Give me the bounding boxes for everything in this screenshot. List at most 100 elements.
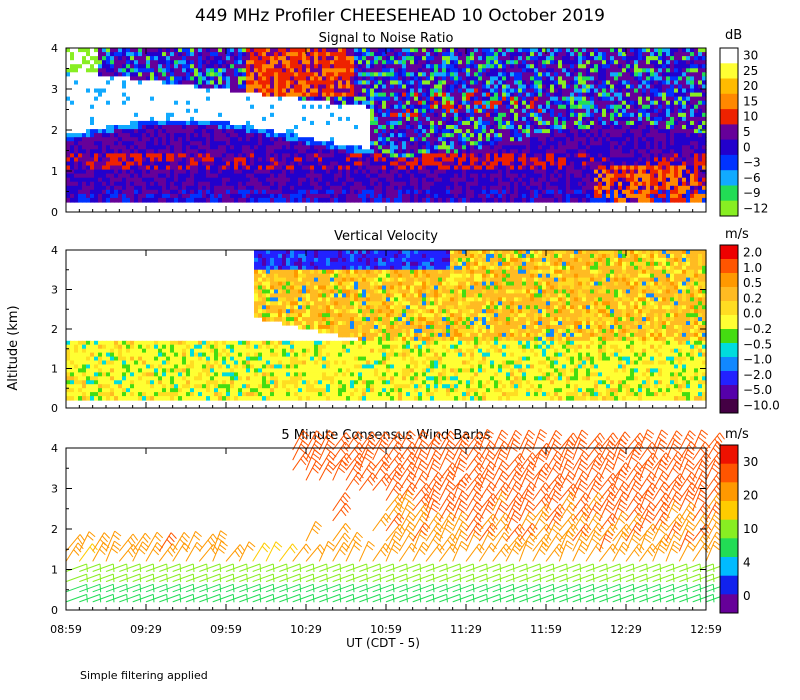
colorbar-label: 0: [743, 589, 751, 603]
wind-barb: [612, 573, 635, 583]
wind-barb: [398, 461, 418, 481]
colorbar-swatch: [720, 245, 738, 260]
colorbar-swatch: [720, 575, 738, 595]
wind-barb: [492, 543, 512, 562]
colorbar-swatch: [720, 273, 738, 288]
wind-barb: [652, 573, 675, 583]
colorbar-label: −9: [743, 186, 761, 200]
wind-barb: [665, 480, 683, 501]
wind-barb: [505, 462, 525, 481]
wind-barb: [345, 573, 368, 583]
wind-barb: [652, 583, 675, 593]
wind-barb: [358, 431, 378, 451]
wind-barb: [359, 583, 382, 593]
x-tick-label: 09:59: [210, 623, 242, 636]
y-tick-label: 3: [51, 83, 58, 96]
wind-barb: [585, 563, 608, 573]
wind-barb: [105, 593, 128, 603]
x-tick-label: 10:29: [290, 623, 322, 636]
wind-barb: [358, 440, 376, 461]
wind-barb: [545, 473, 566, 491]
wind-barb: [585, 432, 606, 451]
colorbar-label: 20: [743, 488, 758, 502]
wind-barb: [452, 521, 469, 542]
wind-barb: [265, 583, 288, 593]
wind-barb: [572, 459, 589, 481]
wind-barb: [132, 583, 155, 593]
wind-barb: [679, 573, 702, 583]
wind-barb: [399, 563, 422, 573]
wind-barb: [385, 573, 408, 583]
plot-area-snr: [66, 48, 707, 212]
colorbar-swatch: [720, 185, 738, 202]
wind-barb: [159, 593, 182, 603]
wind-barb: [545, 563, 568, 573]
wind-barb: [385, 431, 404, 451]
wind-barb: [639, 593, 662, 603]
wind-barb: [505, 563, 528, 573]
wind-barb: [332, 492, 351, 512]
colorbar-swatch: [720, 170, 738, 186]
wind-barb: [185, 563, 208, 573]
colorbar-label: −0.5: [743, 337, 772, 351]
wind-barb: [625, 521, 644, 542]
wind-barb: [665, 583, 688, 593]
wind-barb: [625, 461, 644, 481]
wind-barb: [585, 593, 608, 603]
wind-barb: [425, 512, 444, 532]
wind-barb: [239, 573, 262, 583]
colorbar-swatch: [720, 399, 738, 414]
wind-barb: [425, 583, 448, 593]
colorbar-label: −5.0: [743, 383, 772, 397]
wind-barb: [465, 593, 488, 603]
wind-barb: [305, 583, 328, 593]
wind-barb: [412, 593, 435, 603]
colorbar-label: 30: [743, 49, 758, 63]
wind-barb: [652, 563, 675, 573]
wind-barb: [465, 431, 485, 451]
wind-barb: [599, 563, 622, 573]
wind-barb: [692, 532, 711, 552]
wind-barb: [465, 462, 485, 481]
wind-barb: [132, 541, 149, 562]
y-tick-label: 0: [51, 604, 58, 617]
colorbar-swatch: [720, 538, 738, 558]
y-tick-label: 2: [51, 523, 58, 536]
wind-barb: [612, 431, 631, 451]
wind-barb: [132, 563, 155, 573]
wind-barb: [438, 430, 457, 451]
wind-barb: [505, 583, 528, 593]
colorbar-swatch: [720, 124, 738, 141]
wind-barb: [238, 541, 256, 562]
wind-barb: [505, 429, 523, 451]
x-tick-label: 11:29: [450, 623, 482, 636]
wind-barb: [532, 583, 555, 593]
colorbar-swatch: [720, 315, 738, 330]
colorbar-frame: [719, 244, 739, 414]
wind-barb: [412, 459, 429, 481]
footnote: Simple filtering applied: [80, 669, 208, 682]
wind-barb: [105, 530, 122, 552]
wind-barb: [572, 563, 595, 573]
wind-barb: [439, 583, 462, 593]
colorbar-label: 0: [743, 140, 751, 154]
wind-barb: [479, 593, 502, 603]
wind-barb: [118, 533, 139, 552]
colorbar-swatch: [720, 519, 738, 539]
vv-field: [66, 250, 707, 401]
colorbar-label: −3: [743, 156, 761, 170]
wind-barb: [465, 563, 488, 573]
wind-barb: [612, 563, 635, 573]
wind-barb: [692, 593, 715, 603]
colorbar-label: −2.0: [743, 368, 772, 382]
wind-barb: [345, 471, 364, 491]
colorbar-swatch: [720, 301, 738, 316]
wind-barb: [478, 522, 498, 542]
wind-barb: [345, 563, 368, 573]
wind-barb: [332, 583, 355, 593]
wind-barb: [705, 440, 724, 461]
colorbar-swatch: [720, 329, 738, 344]
wind-barb: [92, 573, 115, 583]
wind-barb: [452, 573, 475, 583]
